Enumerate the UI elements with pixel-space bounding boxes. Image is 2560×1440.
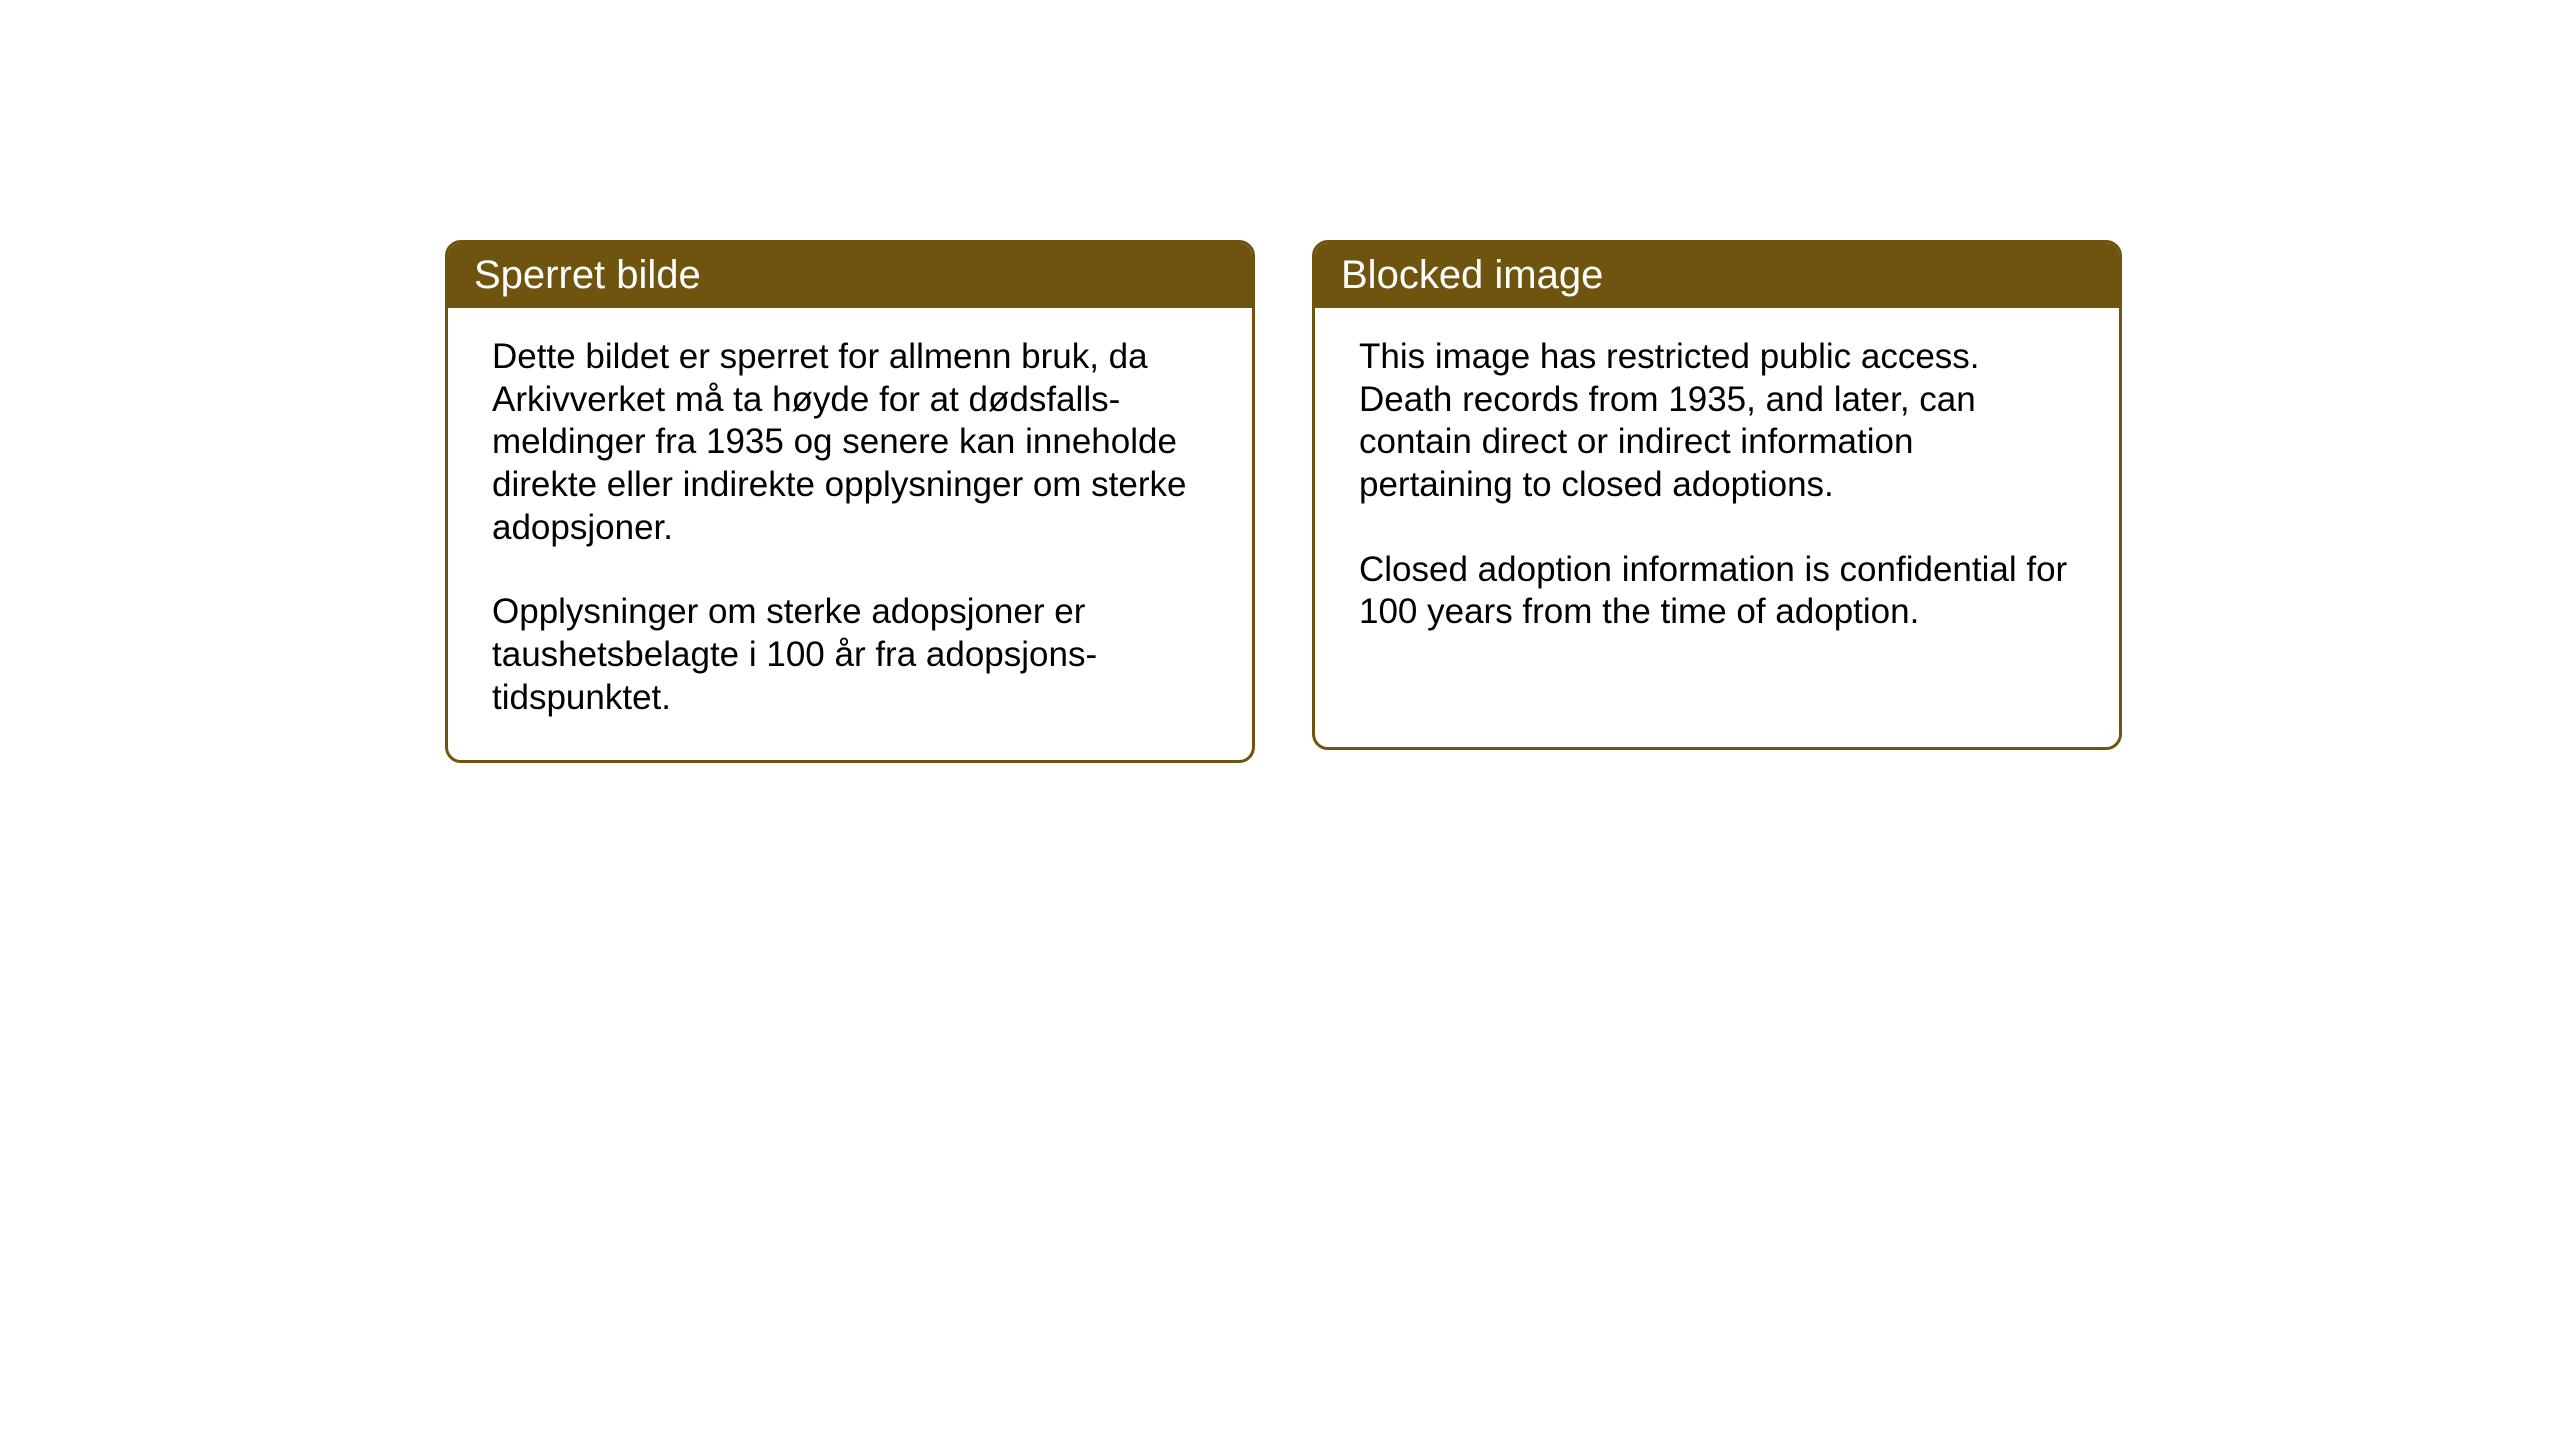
notice-title-norwegian: Sperret bilde xyxy=(474,253,701,297)
notice-body-norwegian: Dette bildet er sperret for allmenn bruk… xyxy=(448,308,1252,760)
notice-body-english: This image has restricted public access.… xyxy=(1315,308,2119,674)
notice-paragraph-2-norwegian: Opplysninger om sterke adopsjoner er tau… xyxy=(492,591,1208,719)
notice-header-norwegian: Sperret bilde xyxy=(448,243,1252,308)
notice-title-english: Blocked image xyxy=(1341,253,1603,297)
notice-paragraph-1-norwegian: Dette bildet er sperret for allmenn bruk… xyxy=(492,336,1208,549)
notice-paragraph-2-english: Closed adoption information is confident… xyxy=(1359,549,2075,634)
notice-card-english: Blocked image This image has restricted … xyxy=(1312,240,2122,750)
notice-container: Sperret bilde Dette bildet er sperret fo… xyxy=(445,240,2122,763)
notice-card-norwegian: Sperret bilde Dette bildet er sperret fo… xyxy=(445,240,1255,763)
notice-header-english: Blocked image xyxy=(1315,243,2119,308)
notice-paragraph-1-english: This image has restricted public access.… xyxy=(1359,336,2075,507)
